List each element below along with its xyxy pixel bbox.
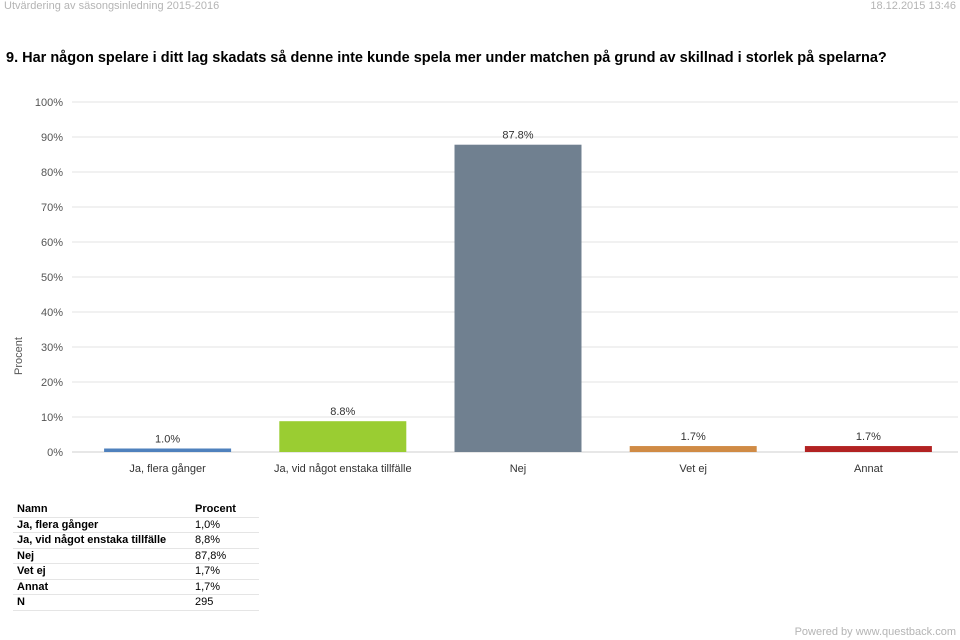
category-label: Nej (510, 463, 527, 475)
column-header-namn: Namn (13, 502, 191, 518)
row-value: 1,7% (191, 579, 259, 595)
data-label: 1.7% (681, 431, 706, 443)
column-header-procent: Procent (191, 502, 259, 518)
data-label: 87.8% (502, 130, 533, 142)
row-value: 8,8% (191, 532, 259, 549)
y-tick-label: 40% (41, 307, 63, 319)
y-tick-label: 50% (41, 272, 63, 284)
row-name: N (13, 594, 191, 611)
row-value: 1,0% (191, 517, 259, 533)
bar (804, 446, 932, 452)
table-row: Annat 1,7% (13, 579, 259, 595)
y-tick-label: 70% (41, 202, 63, 214)
table-row: Ja, flera gånger 1,0% (13, 517, 259, 533)
y-tick-label: 90% (41, 132, 63, 144)
report-title: Utvärdering av säsongsinledning 2015-201… (4, 0, 220, 12)
row-name: Ja, flera gånger (13, 517, 191, 533)
category-label: Vet ej (679, 463, 707, 475)
y-axis-label: Procent (13, 337, 25, 375)
report-date: 18.12.2015 13:46 (870, 0, 956, 12)
table-row: Vet ej 1,7% (13, 563, 259, 580)
powered-by-link[interactable]: Powered by www.questback.com (794, 626, 956, 638)
table-row: Ja, vid något enstaka tillfälle 8,8% (13, 532, 259, 549)
table-row: Nej 87,8% (13, 548, 259, 564)
row-name: Vet ej (13, 563, 191, 580)
y-tick-label: 80% (41, 167, 63, 179)
data-label: 8.8% (330, 406, 355, 418)
bar (104, 448, 232, 452)
bar (629, 446, 757, 452)
y-tick-label: 0% (47, 447, 63, 459)
bar (279, 421, 407, 452)
report-header: Utvärdering av säsongsinledning 2015-201… (0, 0, 960, 12)
row-name: Ja, vid något enstaka tillfälle (13, 532, 191, 549)
row-name: Annat (13, 579, 191, 595)
data-label: 1.0% (155, 434, 180, 446)
y-tick-label: 30% (41, 342, 63, 354)
y-tick-label: 20% (41, 377, 63, 389)
bar-chart: 0% 10% 20% 30% 40% 50% 60% 70% 80% 90% 100% 1.0% 8.… (13, 97, 958, 475)
data-label: 1.7% (856, 431, 881, 443)
row-value: 1,7% (191, 563, 259, 580)
question-title: 9. Har någon spelare i ditt lag skadats … (6, 50, 887, 66)
row-value: 295 (191, 594, 259, 611)
category-label: Ja, flera gånger (129, 463, 206, 475)
y-tick-label: 10% (41, 412, 63, 424)
table-header-row: Namn Procent (13, 502, 259, 518)
y-tick-label: 60% (41, 237, 63, 249)
row-name: Nej (13, 548, 191, 564)
category-label: Annat (854, 463, 883, 475)
summary-table: Namn Procent Ja, flera gånger 1,0% Ja, v… (13, 502, 259, 611)
table-row: N 295 (13, 594, 259, 611)
row-value: 87,8% (191, 548, 259, 564)
category-label: Ja, vid något enstaka tillfälle (274, 463, 412, 475)
bar (454, 144, 582, 452)
y-tick-label: 100% (35, 97, 63, 109)
